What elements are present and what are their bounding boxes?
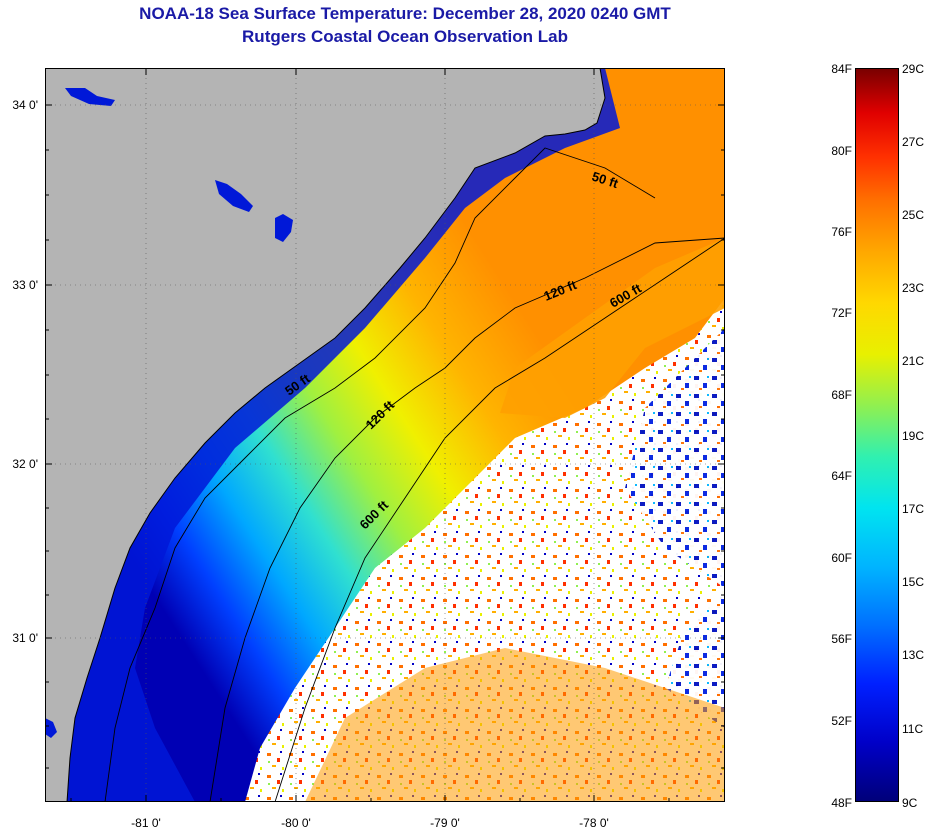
graticule: [45, 68, 725, 802]
celsius-label: 15C: [902, 575, 925, 589]
land-mass: [45, 68, 605, 802]
fahrenheit-label: 72F: [831, 306, 852, 320]
latitude-label: 32 0': [12, 457, 38, 471]
fahrenheit-label: 60F: [831, 551, 852, 565]
celsius-label: 23C: [902, 281, 925, 295]
celsius-label: 27C: [902, 135, 925, 149]
fahrenheit-label: 52F: [831, 714, 852, 728]
map-subtitle: Rutgers Coastal Ocean Observation Lab: [242, 27, 568, 46]
celsius-label: 9C: [902, 796, 918, 810]
warm-gulf-stream-patch: [500, 238, 725, 418]
isobath-50ft: [104, 147, 656, 802]
coastline: [66, 68, 606, 802]
fahrenheit-label: 80F: [831, 144, 852, 158]
celsius-label: 13C: [902, 648, 925, 662]
axis-ticks: [45, 68, 725, 802]
fahrenheit-label: 48F: [831, 796, 852, 810]
celsius-label: 29C: [902, 62, 925, 76]
fahrenheit-label: 76F: [831, 225, 852, 239]
celsius-label: 25C: [902, 208, 925, 222]
map-title: NOAA-18 Sea Surface Temperature: Decembe…: [139, 4, 671, 23]
celsius-label: 11C: [902, 722, 924, 736]
longitude-label: -78 0': [579, 816, 609, 830]
celsius-label: 17C: [902, 502, 925, 516]
temperature-colorbar: [855, 68, 899, 802]
longitude-label: -81 0': [131, 816, 161, 830]
latitude-label: 34 0': [12, 98, 38, 112]
fahrenheit-label: 56F: [831, 632, 852, 646]
celsius-label: 19C: [902, 429, 925, 443]
latitude-label: 33 0': [12, 278, 38, 292]
sst-map: 50 ft 50 ft 120 ft 120 ft 600 ft 600 ft: [45, 68, 725, 802]
fahrenheit-label: 64F: [831, 469, 852, 483]
fahrenheit-label: 68F: [831, 388, 852, 402]
map-frame: [45, 68, 725, 802]
celsius-label: 21C: [902, 354, 925, 368]
fahrenheit-label: 84F: [831, 62, 852, 76]
longitude-label: -79 0': [430, 816, 460, 830]
isobath-120ft: [209, 237, 725, 802]
longitude-label: -80 0': [281, 816, 311, 830]
latitude-label: 31 0': [12, 631, 38, 645]
